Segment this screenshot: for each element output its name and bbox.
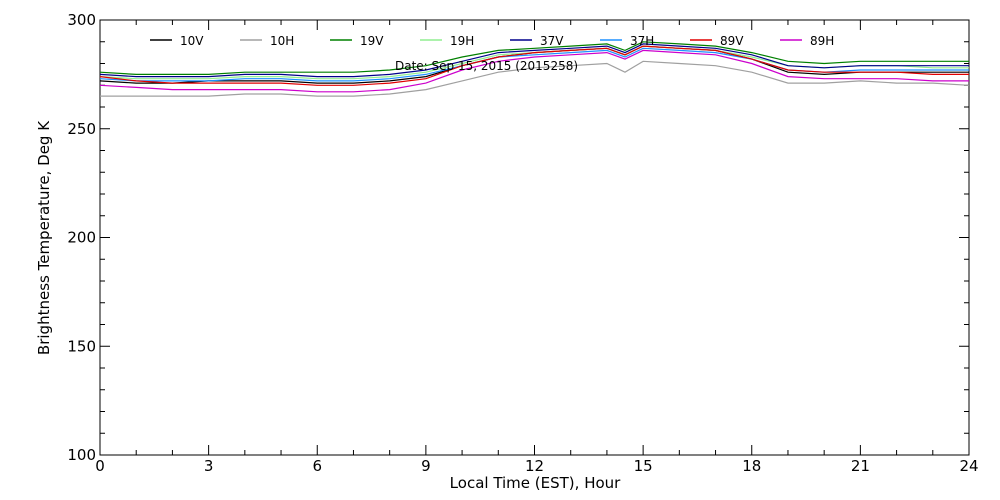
y-tick-label: 200 (67, 229, 96, 247)
series-line-10h (100, 60, 970, 97)
y-tick-label: 150 (67, 337, 96, 355)
series-line-37v (99, 43, 969, 78)
x-tick-label: 24 (959, 457, 978, 475)
x-tick-label: 0 (95, 457, 105, 475)
legend-label-19h: 19H (450, 34, 474, 48)
y-tick-label: 300 (67, 11, 96, 29)
series-line-89h (99, 49, 969, 93)
series-line-19v (99, 41, 969, 76)
axis-tick-labels: 0 3 6 9 12 15 18 21 24 100 150 200 250 300 (67, 11, 978, 475)
x-tick-label: 3 (204, 457, 214, 475)
series-line-89v (99, 45, 969, 86)
y-tick-label: 250 (67, 120, 96, 138)
x-tick-label: 21 (851, 457, 870, 475)
y-axis-title: Brightness Temperature, Deg K (35, 120, 53, 355)
legend: 10V 10H 19V 19H 37V 37H 89V 89H (150, 34, 834, 48)
y-tick-label: 100 (67, 446, 96, 464)
legend-label-37v: 37V (540, 34, 564, 48)
x-tick-label: 15 (634, 457, 653, 475)
x-axis-title: Local Time (EST), Hour (450, 474, 621, 492)
date-annotation: Date: Sep 15, 2015 (2015258) (395, 59, 578, 73)
axis-ticks (99, 19, 970, 456)
legend-label-89v: 89V (720, 34, 744, 48)
series-lines (99, 41, 970, 97)
x-tick-label: 9 (421, 457, 431, 475)
x-tick-label: 6 (312, 457, 322, 475)
x-tick-label: 18 (742, 457, 761, 475)
x-tick-label: 12 (525, 457, 544, 475)
legend-label-89h: 89H (810, 34, 834, 48)
legend-label-10v: 10V (180, 34, 204, 48)
legend-label-10h: 10H (270, 34, 294, 48)
plot-frame (99, 19, 970, 456)
legend-label-19v: 19V (360, 34, 384, 48)
legend-label-37h: 37H (630, 34, 654, 48)
